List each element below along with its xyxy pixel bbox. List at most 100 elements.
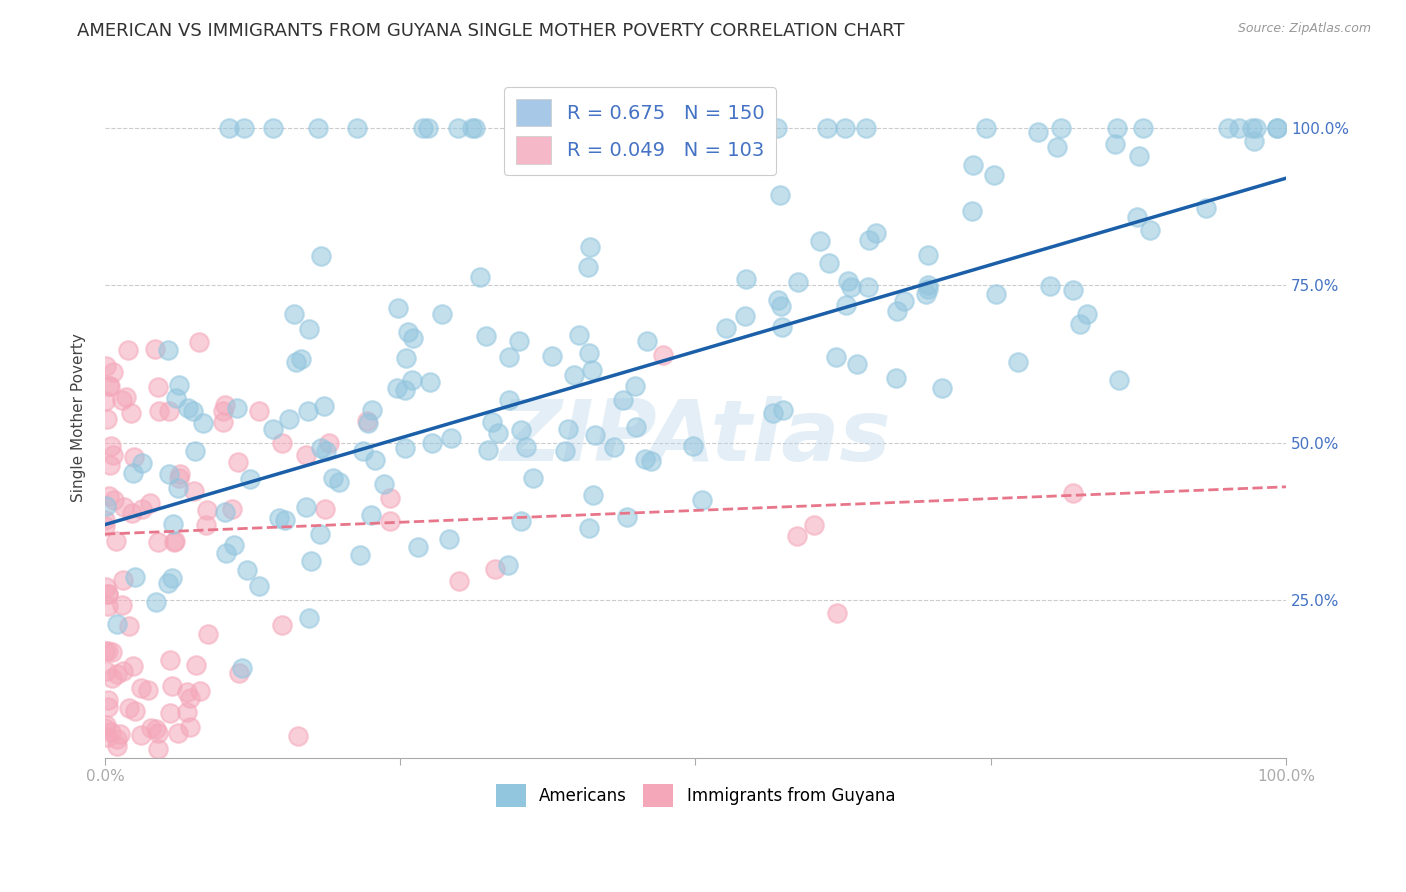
Point — [692, 493, 714, 508]
Point — [373, 476, 395, 491]
Point — [1108, 373, 1130, 387]
Point — [111, 574, 134, 588]
Point — [181, 404, 204, 418]
Point — [160, 679, 183, 693]
Point — [214, 398, 236, 412]
Point — [100, 438, 122, 452]
Point — [419, 375, 441, 389]
Text: ZIPAtlas: ZIPAtlas — [499, 396, 891, 479]
Point — [247, 579, 270, 593]
Point — [271, 435, 294, 450]
Point — [931, 381, 953, 395]
Point — [636, 334, 658, 348]
Point — [283, 307, 305, 321]
Point — [1049, 120, 1071, 135]
Point — [803, 517, 825, 532]
Point — [298, 610, 321, 624]
Point — [94, 718, 117, 732]
Point — [652, 348, 675, 362]
Point — [865, 226, 887, 240]
Point — [447, 120, 470, 135]
Point — [176, 685, 198, 699]
Point — [661, 120, 683, 135]
Point — [311, 248, 333, 262]
Point — [817, 255, 839, 269]
Point — [786, 529, 808, 543]
Point — [1104, 136, 1126, 151]
Point — [118, 700, 141, 714]
Point — [118, 619, 141, 633]
Point — [461, 120, 484, 135]
Point — [748, 120, 770, 135]
Point — [146, 380, 169, 394]
Point — [352, 444, 374, 458]
Point — [129, 681, 152, 695]
Point — [960, 203, 983, 218]
Point — [148, 741, 170, 756]
Point — [1139, 223, 1161, 237]
Point — [298, 322, 321, 336]
Point — [808, 234, 831, 248]
Point — [401, 372, 423, 386]
Point — [515, 440, 537, 454]
Point — [477, 442, 499, 457]
Point — [167, 726, 190, 740]
Point — [221, 502, 243, 516]
Point — [360, 403, 382, 417]
Point — [224, 538, 246, 552]
Point — [211, 415, 233, 429]
Point — [97, 599, 120, 613]
Point — [582, 488, 605, 502]
Text: AMERICAN VS IMMIGRANTS FROM GUYANA SINGLE MOTHER POVERTY CORRELATION CHART: AMERICAN VS IMMIGRANTS FROM GUYANA SINGL… — [77, 22, 905, 40]
Point — [101, 645, 124, 659]
Point — [179, 719, 201, 733]
Point — [94, 499, 117, 513]
Point — [188, 334, 211, 349]
Point — [110, 598, 132, 612]
Point — [356, 414, 378, 428]
Point — [105, 667, 128, 681]
Point — [766, 293, 789, 307]
Point — [98, 458, 121, 472]
Point — [97, 379, 120, 393]
Point — [191, 416, 214, 430]
Point — [855, 120, 877, 135]
Point — [97, 693, 120, 707]
Point — [839, 280, 862, 294]
Point — [770, 320, 793, 334]
Point — [277, 412, 299, 426]
Point — [1244, 120, 1267, 135]
Point — [131, 501, 153, 516]
Point — [231, 661, 253, 675]
Point — [624, 420, 647, 434]
Point — [395, 351, 418, 365]
Point — [311, 441, 333, 455]
Point — [406, 540, 429, 554]
Point — [481, 415, 503, 429]
Point — [139, 722, 162, 736]
Point — [394, 383, 416, 397]
Point — [540, 349, 562, 363]
Point — [508, 334, 530, 348]
Point — [735, 271, 758, 285]
Point — [364, 453, 387, 467]
Point — [129, 727, 152, 741]
Point — [396, 325, 419, 339]
Point — [498, 392, 520, 407]
Point — [94, 519, 117, 533]
Point — [579, 239, 602, 253]
Point — [634, 451, 657, 466]
Point — [858, 233, 880, 247]
Point — [160, 571, 183, 585]
Point — [295, 500, 318, 514]
Point — [148, 404, 170, 418]
Point — [94, 580, 117, 594]
Point — [314, 501, 336, 516]
Point — [194, 517, 217, 532]
Point — [232, 120, 254, 135]
Point — [183, 484, 205, 499]
Point — [1128, 148, 1150, 162]
Point — [583, 428, 606, 442]
Point — [974, 120, 997, 135]
Point — [169, 467, 191, 482]
